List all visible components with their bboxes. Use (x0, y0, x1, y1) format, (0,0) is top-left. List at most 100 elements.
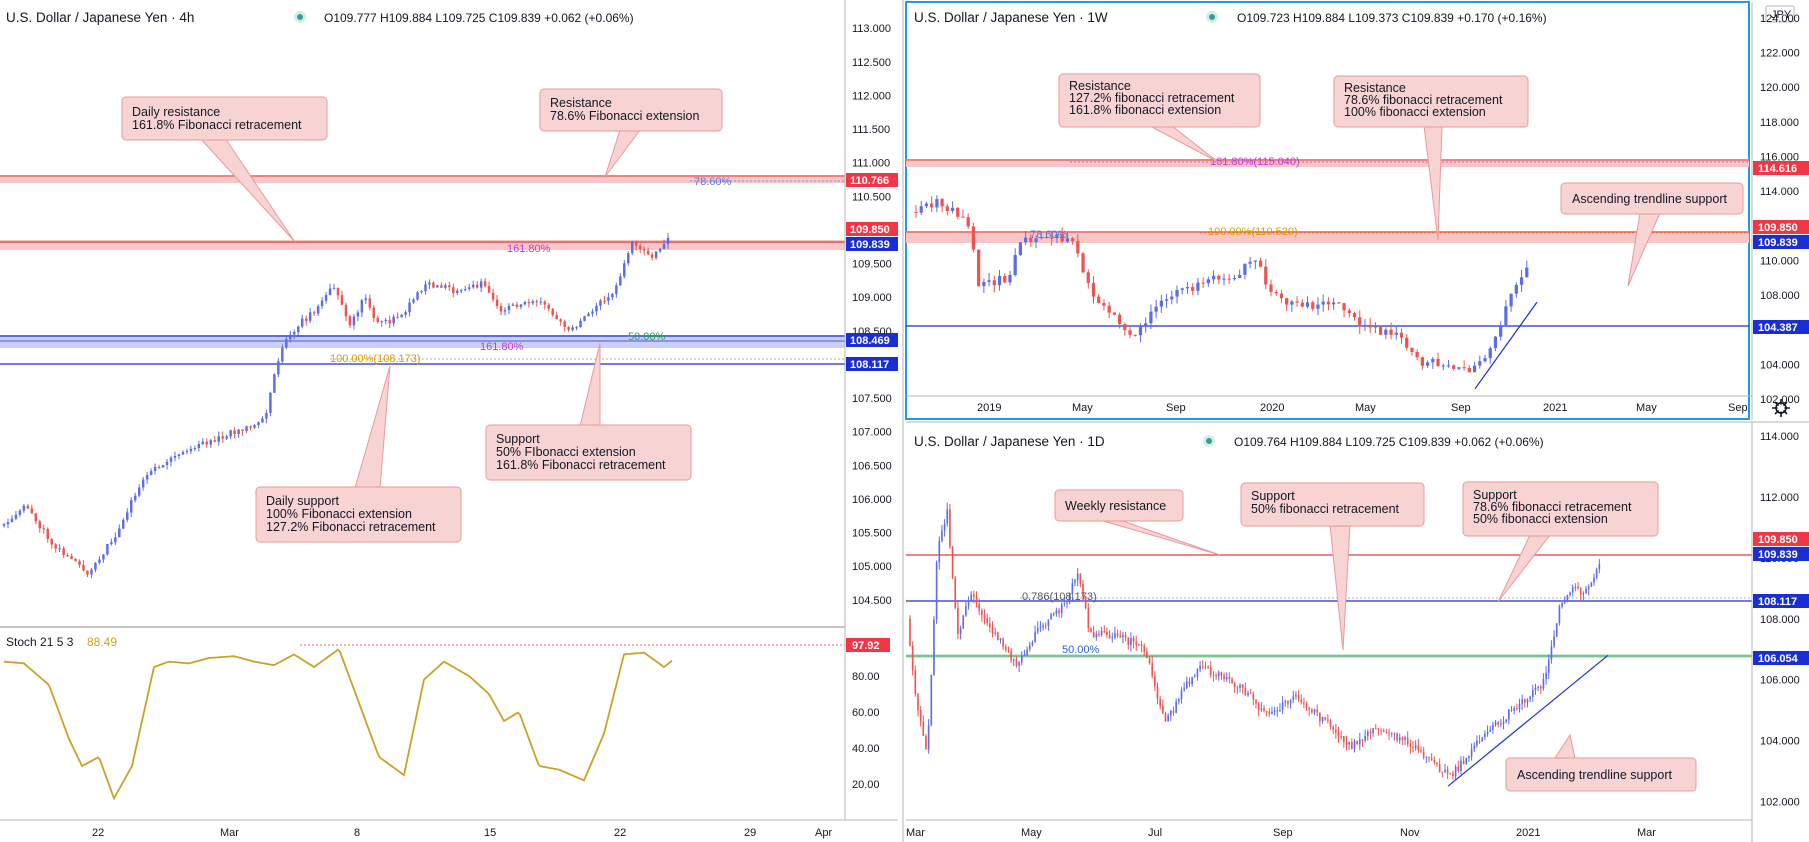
candle-body (1252, 693, 1255, 700)
candle-body (1034, 238, 1038, 242)
candle-body (1015, 659, 1018, 666)
candle-body (10, 518, 14, 523)
d-box-support-786-line3: 50% fibonacci extension (1473, 512, 1608, 526)
candle-body (925, 735, 927, 750)
fib-label-786: 78.60% (694, 176, 732, 188)
market-status-dot (297, 14, 303, 20)
d-box-support-50-line1: Support (1251, 489, 1295, 503)
candle-body (1232, 278, 1237, 280)
candle-body (249, 426, 252, 428)
candle-body (388, 319, 391, 324)
currency-button[interactable] (1765, 5, 1795, 23)
candle-body (1396, 733, 1398, 741)
candle-body (1207, 667, 1209, 669)
candle-body (1337, 302, 1341, 304)
candle-body (515, 304, 519, 307)
candle-body (1031, 642, 1034, 646)
candle-body (1002, 638, 1004, 647)
w-box-resistance-left-line2: 127.2% fibonacci retracement (1069, 91, 1235, 105)
candle-body (1372, 728, 1374, 734)
candle-body (332, 287, 336, 289)
w-market-status-dot (1209, 14, 1215, 20)
w-box-resistance-right-line3: 100% fibonacci extension (1344, 105, 1486, 119)
candle-body (14, 514, 18, 519)
candle-body (1034, 631, 1036, 643)
candle-body (1558, 606, 1561, 624)
zone-support-blue (0, 335, 845, 348)
candle-body (1044, 625, 1047, 627)
candle-body (1106, 631, 1108, 635)
x-tick-1w-3: 2020 (1260, 402, 1284, 414)
candle-body (380, 321, 383, 323)
d-box-weekly-resistance (1054, 489, 1184, 522)
candle-body (911, 646, 914, 671)
candle-body (1154, 306, 1158, 312)
x-tick-4h-2: 8 (354, 827, 360, 839)
x-tick-1d-3: Sep (1273, 827, 1293, 839)
candle-body (919, 710, 922, 722)
candle-body (1050, 237, 1054, 239)
candle-body (1547, 659, 1550, 673)
candle-body (543, 301, 546, 305)
candle-body (1308, 707, 1311, 710)
candle-body (634, 242, 638, 246)
candle-body (623, 263, 626, 277)
candle-body (253, 425, 256, 428)
candle-body (603, 300, 606, 302)
gear-icon[interactable] (1772, 399, 1790, 417)
w-zone-resistance-mid (906, 231, 1749, 243)
candle-body (1446, 769, 1449, 774)
y-tick-label: 102.000 (1760, 394, 1800, 406)
candle-body (1209, 667, 1212, 675)
y-tick-label: 120.000 (1760, 82, 1800, 94)
candle-body (1566, 595, 1569, 601)
candle-body (209, 440, 212, 445)
candle-body (1204, 666, 1207, 668)
candle-body (348, 316, 352, 326)
candle-body (1297, 695, 1300, 700)
candle-body (1042, 625, 1044, 628)
candle-body (30, 508, 34, 514)
candle-body (1425, 756, 1428, 758)
candle-body (654, 251, 658, 258)
badge-109850 (846, 222, 898, 236)
candle-body (599, 300, 602, 306)
badge-108117-text: 108.117 (850, 359, 889, 371)
candle-body (1478, 361, 1482, 366)
candle-body (930, 674, 933, 726)
candle-body (1452, 365, 1456, 369)
d-fib-label-786: 0.786(108.173) (1022, 591, 1097, 603)
candle-body (1201, 666, 1204, 668)
candle-body (86, 570, 89, 575)
candle-body (1436, 358, 1440, 367)
candle-body (631, 242, 634, 254)
candle-body (922, 721, 925, 736)
panel-1w-ohlc: O109.723 H109.884 L109.373 C109.839 +0.1… (1237, 11, 1547, 25)
candle-body (261, 418, 264, 423)
x-tick-1d-4: Nov (1400, 827, 1420, 839)
candle-body (241, 429, 244, 431)
candle-body (1478, 740, 1481, 742)
candle-body (1484, 733, 1486, 738)
candle-body (1473, 745, 1476, 749)
candle-body (1264, 266, 1268, 285)
d-badge-106054 (1753, 651, 1809, 665)
box-resistance-line2: 78.6% Fibonacci extension (550, 109, 699, 123)
candle-body (1472, 365, 1477, 373)
box-daily-resistance (121, 96, 328, 141)
candle-body (308, 312, 312, 321)
candle-body (938, 540, 941, 563)
candle-body (1555, 623, 1558, 637)
candle-body (1010, 650, 1012, 661)
panel-1w-title: U.S. Dollar / Japanese Yen · 1W (914, 10, 1108, 25)
d-box-support-786 (1462, 481, 1659, 537)
candle-body (961, 216, 965, 218)
candle-body (1004, 646, 1007, 650)
candle-body (1258, 260, 1263, 267)
candle-body (1217, 672, 1220, 677)
candle-body (1476, 740, 1478, 746)
candle-body (1305, 703, 1308, 708)
candle-body (1358, 739, 1361, 745)
candle-body (1103, 631, 1106, 633)
candle-body (420, 291, 423, 293)
